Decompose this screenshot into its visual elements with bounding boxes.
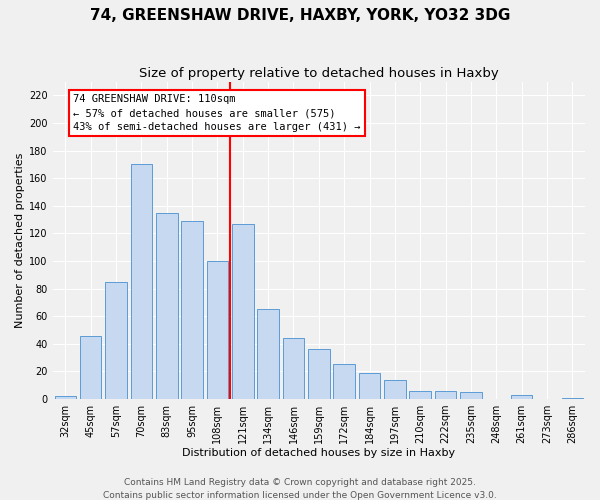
Bar (460, 392, 482, 399)
Bar (283, 338, 304, 399)
Bar (206, 261, 228, 399)
Bar (384, 380, 406, 399)
Bar (55, 396, 76, 399)
Text: 74 GREENSHAW DRIVE: 110sqm
← 57% of detached houses are smaller (575)
43% of sem: 74 GREENSHAW DRIVE: 110sqm ← 57% of deta… (73, 94, 361, 132)
Bar (257, 310, 279, 399)
Bar (232, 224, 254, 399)
Bar (334, 364, 355, 399)
Bar (105, 282, 127, 399)
Bar (181, 221, 203, 399)
Bar (359, 373, 380, 399)
Bar (80, 336, 101, 399)
Bar (131, 164, 152, 399)
Bar (409, 390, 431, 399)
Text: Contains HM Land Registry data © Crown copyright and database right 2025.
Contai: Contains HM Land Registry data © Crown c… (103, 478, 497, 500)
Text: 74, GREENSHAW DRIVE, HAXBY, YORK, YO32 3DG: 74, GREENSHAW DRIVE, HAXBY, YORK, YO32 3… (90, 8, 510, 22)
Bar (308, 350, 329, 399)
Bar (156, 212, 178, 399)
Bar (511, 395, 532, 399)
Bar (562, 398, 583, 399)
Bar (435, 390, 457, 399)
X-axis label: Distribution of detached houses by size in Haxby: Distribution of detached houses by size … (182, 448, 455, 458)
Y-axis label: Number of detached properties: Number of detached properties (15, 152, 25, 328)
Title: Size of property relative to detached houses in Haxby: Size of property relative to detached ho… (139, 68, 499, 80)
